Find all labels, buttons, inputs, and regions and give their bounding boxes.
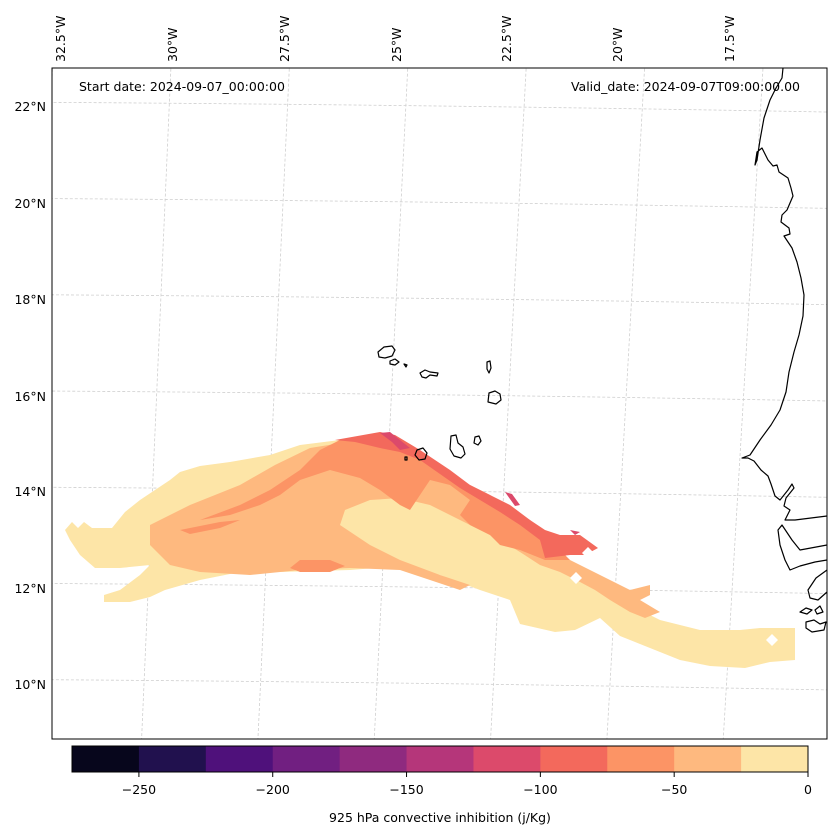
colorbar: −250 −200 −150 −100 −50 0 925 hPa convective …: [71, 745, 812, 825]
lat-tick-label: 12°N: [14, 581, 46, 596]
coastline-sao-vicente: [389, 358, 400, 366]
lat-tick-label: 10°N: [14, 677, 46, 692]
cin-gap: [766, 634, 778, 646]
colorbar-swatch: [607, 746, 675, 772]
colorbar-label: 925 hPa convective inhibition (j/Kg): [329, 810, 551, 825]
gridline-lon-5: [606, 68, 645, 739]
colorbar-tick-label: −250: [122, 782, 156, 797]
colorbar-ticks: −250 −200 −150 −100 −50 0: [122, 772, 812, 797]
cin-gap: [570, 572, 582, 584]
longitude-tick-labels: 32.5°W 30°W 27.5°W 25°W 22.5°W 20°W 17.5°W: [53, 16, 737, 62]
lon-tick-label: 22.5°W: [499, 16, 514, 62]
lon-tick-label: 20°W: [610, 27, 625, 62]
map-frame: [51, 67, 828, 740]
cin-region-100-to-125: [380, 432, 580, 535]
cin-region-75-to-100: [335, 432, 598, 558]
gridline-lon-0: [52, 68, 53, 90]
lat-tick-label: 18°N: [14, 292, 46, 307]
coastline-santa-luzia: [403, 363, 408, 368]
lon-tick-label: 27.5°W: [277, 16, 292, 62]
lat-tick-label: 20°N: [14, 196, 46, 211]
valid-date-annotation: Valid_date: 2024-09-07T09:00:00.00: [571, 79, 800, 94]
gridline-lat-6: [52, 679, 827, 691]
gridline-lon-4: [490, 68, 527, 739]
lon-tick-label: 32.5°W: [53, 16, 68, 62]
latitude-tick-labels: 22°N 20°N 18°N 16°N 14°N 12°N 10°N: [14, 99, 46, 692]
cin-gap: [582, 547, 594, 559]
gridline-lat-1: [52, 198, 827, 209]
lat-tick-label: 22°N: [14, 99, 46, 114]
lon-tick-label: 17.5°W: [722, 16, 737, 62]
colorbar-swatches: [72, 746, 809, 772]
colorbar-tick-label: 0: [804, 782, 812, 797]
colorbar-swatch: [674, 746, 742, 772]
coastline-santiago: [449, 434, 466, 459]
coastline-africa-mainland: [741, 67, 828, 633]
lon-tick-label: 25°W: [389, 27, 404, 62]
colorbar-swatch: [339, 746, 408, 772]
gridline-lat-2: [52, 294, 827, 306]
lat-tick-label: 14°N: [14, 484, 46, 499]
coastlines: [377, 67, 828, 633]
coastline-maio: [473, 435, 482, 446]
colorbar-tick-label: −50: [661, 782, 687, 797]
map-plot-area: Start date: 2024-09-07_00:00:00 Valid_da…: [51, 67, 828, 740]
gridline-lon-3: [373, 68, 409, 739]
cin-region-25-to-50: [150, 440, 660, 618]
colorbar-swatch: [406, 746, 474, 772]
colorbar-swatch: [272, 746, 341, 772]
coastline-fogo: [414, 447, 428, 461]
colorbar-frame: [71, 745, 809, 773]
colorbar-swatch: [741, 746, 809, 772]
start-date-annotation: Start date: 2024-09-07_00:00:00: [79, 79, 285, 94]
coastline-santo-antao: [377, 345, 396, 359]
lon-tick-label: 30°W: [165, 27, 180, 62]
gridline-lat-3: [52, 390, 827, 402]
colorbar-swatch: [540, 746, 608, 772]
colorbar-tick-label: −150: [389, 782, 423, 797]
coastline-boa-vista: [487, 390, 502, 405]
colorbar-swatch: [473, 746, 541, 772]
colorbar-swatch: [138, 746, 207, 772]
coastline-brava: [404, 456, 408, 461]
cin-filled-contours: [65, 432, 795, 668]
colorbar-swatch: [205, 746, 274, 772]
map-background: [52, 68, 827, 739]
coastline-sal: [486, 360, 492, 374]
lat-tick-label: 16°N: [14, 389, 46, 404]
gridline-lon-2: [257, 68, 290, 739]
coastline-sao-nicolau: [419, 369, 439, 379]
gridline-lon-1: [141, 68, 172, 739]
colorbar-tick-label: −200: [256, 782, 290, 797]
colorbar-swatch: [72, 746, 140, 772]
colorbar-tick-label: −100: [523, 782, 557, 797]
